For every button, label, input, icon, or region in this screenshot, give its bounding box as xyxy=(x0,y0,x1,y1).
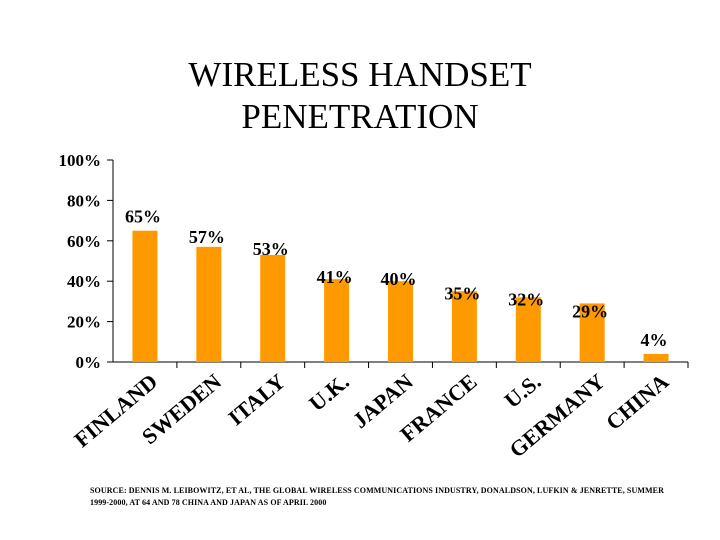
x-tick-label: U.S. xyxy=(499,369,545,413)
bar-sweden xyxy=(196,246,222,362)
bar-us xyxy=(515,297,541,362)
value-label: 4% xyxy=(641,330,668,350)
y-axis-ticks: 0% 20% 40% 60% 80% 100% xyxy=(59,151,113,372)
value-label: 57% xyxy=(189,227,225,247)
x-tick-label: ITALY xyxy=(223,369,290,431)
chart-title: WIRELESS HANDSET PENETRATION xyxy=(0,54,720,138)
bar-series xyxy=(132,230,669,362)
value-label: 40% xyxy=(381,269,417,289)
value-label: 53% xyxy=(253,239,289,259)
source-note: SOURCE: DENNIS M. LEIBOWITZ, ET AL, THE … xyxy=(90,486,664,507)
y-tick-label: 100% xyxy=(59,151,102,170)
value-label: 35% xyxy=(444,283,480,303)
bar-france xyxy=(451,291,477,362)
bar-uk xyxy=(324,279,350,362)
x-tick-label: U.K. xyxy=(304,369,354,416)
y-tick-label: 0% xyxy=(76,353,102,372)
bar-china xyxy=(643,353,669,362)
value-label: 41% xyxy=(317,267,353,287)
bar-germany xyxy=(579,303,605,362)
x-tick-label: CHINA xyxy=(601,369,673,435)
chart-title-line-2: PENETRATION xyxy=(241,97,479,136)
y-tick-label: 60% xyxy=(67,232,101,251)
value-labels: 65% 57% 53% 41% 40% 35% 32% 29% 4% xyxy=(125,207,668,350)
bar-italy xyxy=(260,254,286,362)
y-tick-label: 40% xyxy=(67,272,101,291)
value-label: 29% xyxy=(572,301,608,321)
bar-finland xyxy=(132,230,158,362)
y-tick-label: 80% xyxy=(67,191,101,210)
chart-title-line-1: WIRELESS HANDSET xyxy=(188,55,532,94)
y-tick-label: 20% xyxy=(67,313,101,332)
bar-japan xyxy=(388,281,413,362)
value-label: 65% xyxy=(125,207,161,227)
value-label: 32% xyxy=(508,289,544,309)
